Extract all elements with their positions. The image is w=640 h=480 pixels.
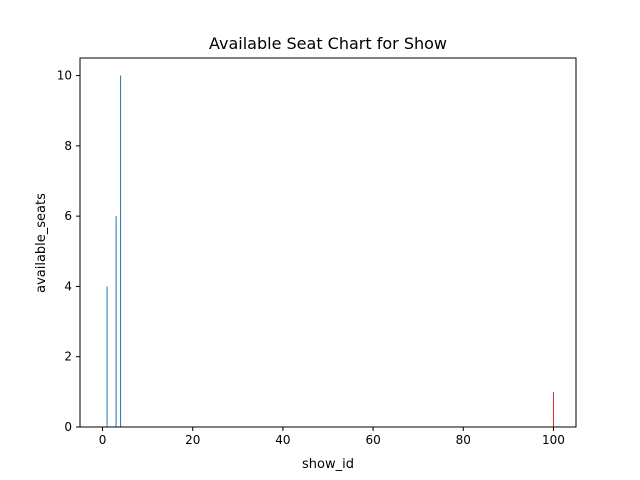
y-tick-label: 6 — [64, 209, 72, 223]
y-tick-label: 4 — [64, 279, 72, 293]
x-tick-label: 20 — [185, 433, 200, 447]
y-axis-label: available_seats — [34, 193, 49, 293]
x-tick-label: 0 — [99, 433, 107, 447]
y-tick-label: 0 — [64, 420, 72, 434]
plot-frame — [79, 57, 577, 428]
y-tick-label: 8 — [64, 139, 72, 153]
y-axis: 0 2 4 6 8 10 — [57, 69, 80, 434]
y-tick-label: 10 — [57, 69, 72, 83]
x-tick-label: 60 — [365, 433, 380, 447]
bar-show-100 — [552, 391, 554, 427]
bar-show-1 — [106, 286, 108, 427]
bar-show-4 — [120, 75, 122, 427]
x-tick-label: 100 — [542, 433, 565, 447]
bar-show-3 — [115, 216, 117, 427]
x-tick-label: 80 — [456, 433, 471, 447]
x-tick-label: 40 — [275, 433, 290, 447]
x-axis: 0 20 40 60 80 100 — [99, 427, 565, 447]
y-tick-label: 2 — [64, 350, 72, 364]
x-axis-label: show_id — [302, 457, 354, 472]
chart-title: Available Seat Chart for Show — [209, 34, 447, 53]
plot-area — [106, 75, 554, 427]
